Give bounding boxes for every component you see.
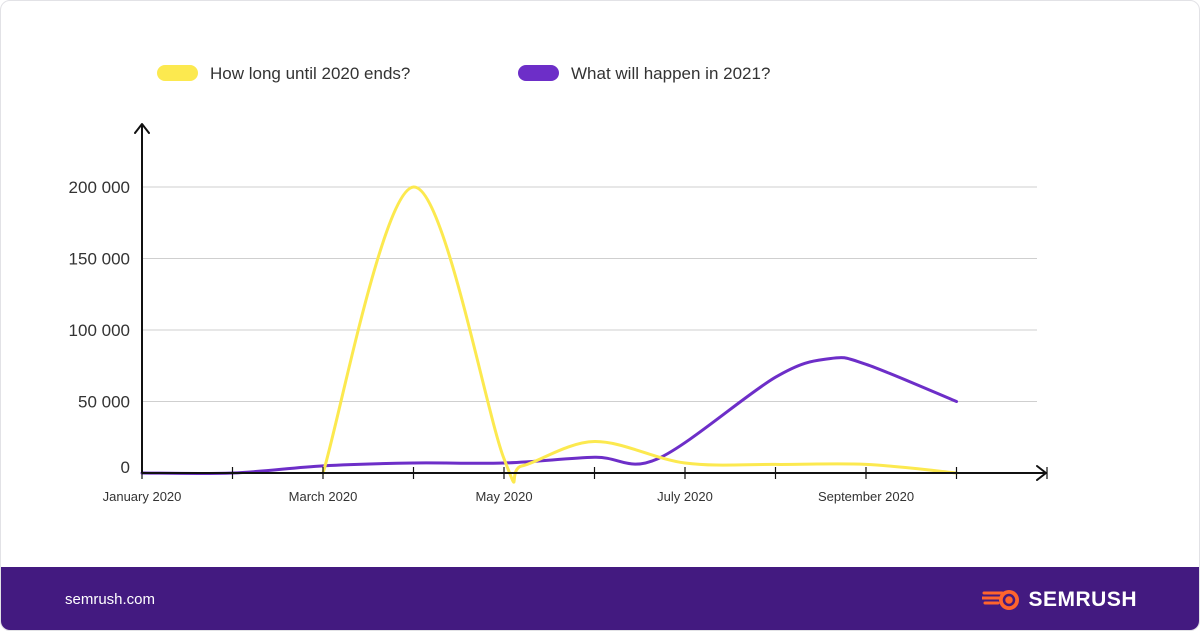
- grid-lines: [142, 186, 1037, 402]
- legend-label-1: How long until 2020 ends?: [210, 64, 410, 83]
- semrush-flame-logo-icon: [982, 589, 1020, 610]
- y-tick-label: 50 000: [78, 393, 130, 412]
- x-tick-label: September 2020: [818, 489, 914, 504]
- y-tick-label: 0: [121, 458, 130, 477]
- brand-logo: SEMRUSH: [982, 588, 1137, 612]
- x-axis-arrow: [1036, 465, 1047, 481]
- y-tick-label: 200 000: [69, 178, 130, 197]
- series-lines: [140, 185, 958, 484]
- y-tick-label: 100 000: [69, 321, 130, 340]
- axes: [134, 123, 1047, 481]
- legend-label-2: What will happen in 2021?: [571, 64, 770, 83]
- x-tick-label: March 2020: [289, 489, 358, 504]
- legend: How long until 2020 ends? What will happe…: [157, 64, 770, 83]
- tick-labels: 0 50 000 100 000 150 000 200 000 January 2020…: [69, 178, 915, 504]
- line-chart: 0 50 000 100 000 150 000 200 000 January 2020…: [69, 64, 1048, 504]
- footer-site-link[interactable]: semrush.com: [65, 591, 156, 608]
- x-tick-label: May 2020: [475, 489, 532, 504]
- tick-marks: [141, 467, 1048, 479]
- y-tick-label: 150 000: [69, 250, 130, 269]
- series-line-1: [321, 185, 958, 484]
- legend-swatch-1: [157, 65, 198, 81]
- legend-swatch-2: [518, 65, 559, 81]
- x-tick-label: July 2020: [657, 489, 713, 504]
- x-tick-label: January 2020: [103, 489, 182, 504]
- series-line-2: [140, 356, 958, 476]
- y-axis-arrow: [134, 123, 150, 134]
- brand-name: SEMRUSH: [1028, 587, 1137, 611]
- footer-bar: semrush.com SEMRUSH: [1, 567, 1199, 630]
